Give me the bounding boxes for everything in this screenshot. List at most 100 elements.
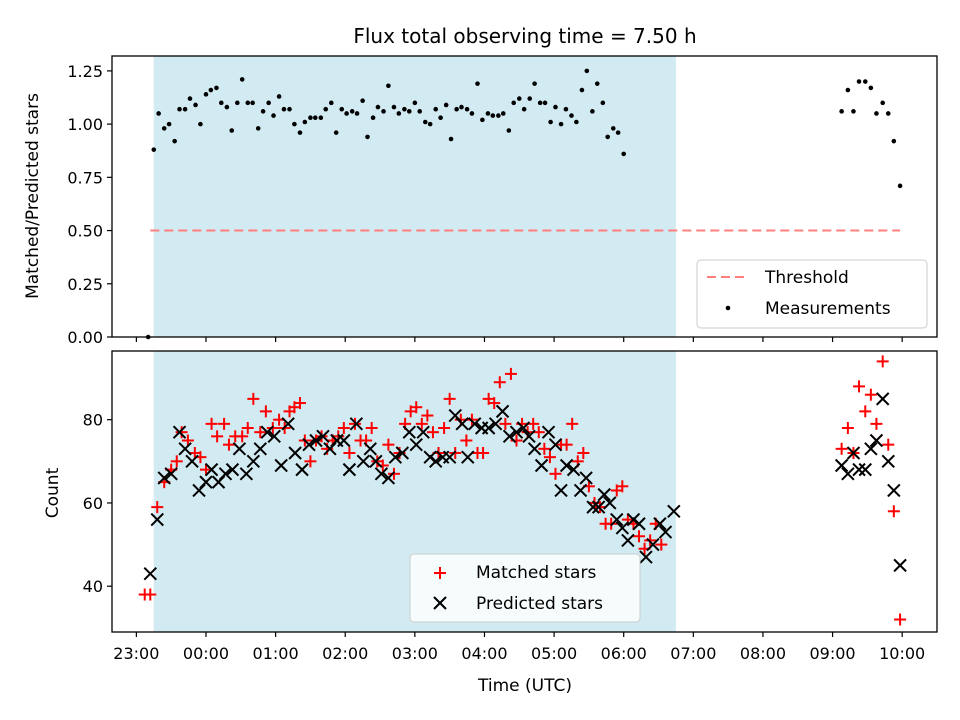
matched-star-point bbox=[410, 401, 423, 414]
predicted-star-point bbox=[603, 496, 617, 510]
measurement-point bbox=[542, 100, 548, 106]
measurement-point bbox=[365, 134, 370, 140]
predicted-star-point bbox=[274, 458, 288, 473]
predicted-star-point bbox=[548, 437, 563, 452]
predicted-star-point bbox=[150, 512, 164, 527]
measurement-point bbox=[438, 115, 443, 121]
predicted-marker-b bbox=[143, 567, 157, 581]
measurement-point bbox=[276, 94, 282, 99]
predicted-marker-b bbox=[356, 454, 371, 469]
top-y-axis-label: Matched/Predicted stars bbox=[23, 93, 43, 299]
x-tick-label: 07:00 bbox=[670, 644, 716, 663]
matched-star-point bbox=[304, 455, 317, 468]
predicted-star-point bbox=[295, 462, 309, 477]
measurement-point bbox=[255, 126, 261, 131]
predicted-star-point bbox=[455, 417, 469, 431]
top-axes: 0.00 0.25 0.50 0.75 1.00 1.25 Matched/Predict… bbox=[23, 55, 938, 347]
measurement-point bbox=[360, 98, 365, 104]
predicted-marker-b bbox=[388, 450, 403, 464]
measurement-point bbox=[245, 100, 251, 106]
measurement-point bbox=[516, 96, 522, 101]
predicted-marker-b bbox=[225, 462, 240, 477]
legend-matched-swatch bbox=[434, 567, 446, 579]
matched-star-point bbox=[887, 505, 900, 518]
predicted-star-point bbox=[869, 433, 884, 448]
predicted-marker-b bbox=[381, 471, 396, 485]
predicted-marker-b bbox=[409, 437, 423, 452]
matched-star-point bbox=[560, 438, 573, 451]
matched-star-point bbox=[460, 434, 473, 447]
predicted-marker-b bbox=[864, 442, 878, 456]
predicted-star-point bbox=[143, 567, 157, 581]
predicted-marker-b bbox=[502, 429, 517, 444]
measurement-point bbox=[208, 87, 214, 93]
predicted-marker-b bbox=[481, 421, 496, 435]
measurement-point bbox=[569, 113, 574, 118]
predicted-marker-b bbox=[591, 500, 606, 514]
measurement-point bbox=[214, 85, 219, 91]
predicted-star-point bbox=[653, 517, 667, 531]
predicted-marker-b bbox=[281, 417, 295, 431]
top-y-ticks: 0.00 0.25 0.50 0.75 1.00 1.25 bbox=[67, 62, 112, 347]
predicted-marker-b bbox=[887, 483, 901, 498]
measurement-point bbox=[885, 111, 891, 116]
predicted-marker-b bbox=[363, 442, 377, 456]
predicted-marker-b bbox=[416, 425, 430, 439]
top-legend-box bbox=[696, 259, 928, 329]
predicted-star-point bbox=[522, 429, 536, 444]
predicted-marker-b bbox=[516, 421, 531, 435]
predicted-marker-b bbox=[597, 487, 611, 502]
bottom-legend: Matched stars Predicted stars bbox=[409, 553, 641, 623]
legend-predicted-label: Predicted stars bbox=[476, 594, 603, 614]
measurement-point bbox=[553, 104, 558, 110]
matched-star-point bbox=[488, 397, 501, 410]
measurement-point bbox=[302, 119, 308, 125]
predicted-star-point bbox=[573, 483, 588, 498]
measurement-point bbox=[521, 106, 527, 112]
predicted-marker-b bbox=[881, 454, 895, 469]
matched-star-point bbox=[151, 501, 164, 514]
predicted-marker-b bbox=[610, 512, 624, 527]
measurement-point bbox=[297, 130, 303, 135]
predicted-marker-b bbox=[349, 417, 364, 431]
predicted-marker-b bbox=[639, 550, 653, 564]
predicted-marker-b bbox=[869, 433, 884, 448]
measurement-point bbox=[532, 81, 537, 86]
measurement-point bbox=[490, 113, 496, 118]
matched-star-point bbox=[835, 442, 848, 455]
measurement-point bbox=[260, 109, 266, 114]
predicted-marker-b bbox=[253, 442, 267, 456]
predicted-star-point bbox=[172, 425, 187, 439]
predicted-marker-b bbox=[309, 433, 323, 448]
matched-star-point bbox=[144, 588, 157, 601]
predicted-star-point bbox=[579, 471, 593, 485]
predicted-star-point bbox=[554, 483, 568, 498]
predicted-marker-b bbox=[541, 425, 556, 439]
matched-star-point bbox=[616, 480, 629, 493]
matched-star-point bbox=[882, 438, 895, 451]
matched-star-point bbox=[538, 442, 551, 455]
matched-star-point bbox=[337, 422, 350, 435]
predicted-marker-b bbox=[395, 446, 410, 460]
bottom-y-tick-label: 60 bbox=[83, 494, 103, 513]
predicted-marker-b bbox=[646, 537, 660, 552]
predicted-marker-b bbox=[295, 462, 309, 477]
predicted-marker-b bbox=[566, 462, 581, 477]
predicted-star-point bbox=[881, 454, 895, 469]
predicted-star-point bbox=[246, 454, 261, 469]
measurement-point bbox=[897, 183, 903, 189]
predicted-star-point bbox=[316, 429, 330, 444]
measurement-point bbox=[375, 104, 381, 110]
predicted-marker-b bbox=[218, 467, 233, 481]
measurement-point bbox=[845, 87, 851, 93]
predicted-marker-b bbox=[274, 458, 288, 473]
predicted-star-point bbox=[887, 483, 901, 498]
predicted-star-point bbox=[481, 421, 496, 435]
predicted-marker-b bbox=[402, 425, 416, 439]
predicted-star-point bbox=[416, 425, 430, 439]
predicted-marker-b bbox=[509, 425, 524, 439]
measurement-point bbox=[558, 121, 564, 127]
matched-star-point bbox=[218, 417, 231, 430]
top-shaded-interval bbox=[153, 56, 676, 337]
predicted-star-point bbox=[495, 404, 510, 419]
